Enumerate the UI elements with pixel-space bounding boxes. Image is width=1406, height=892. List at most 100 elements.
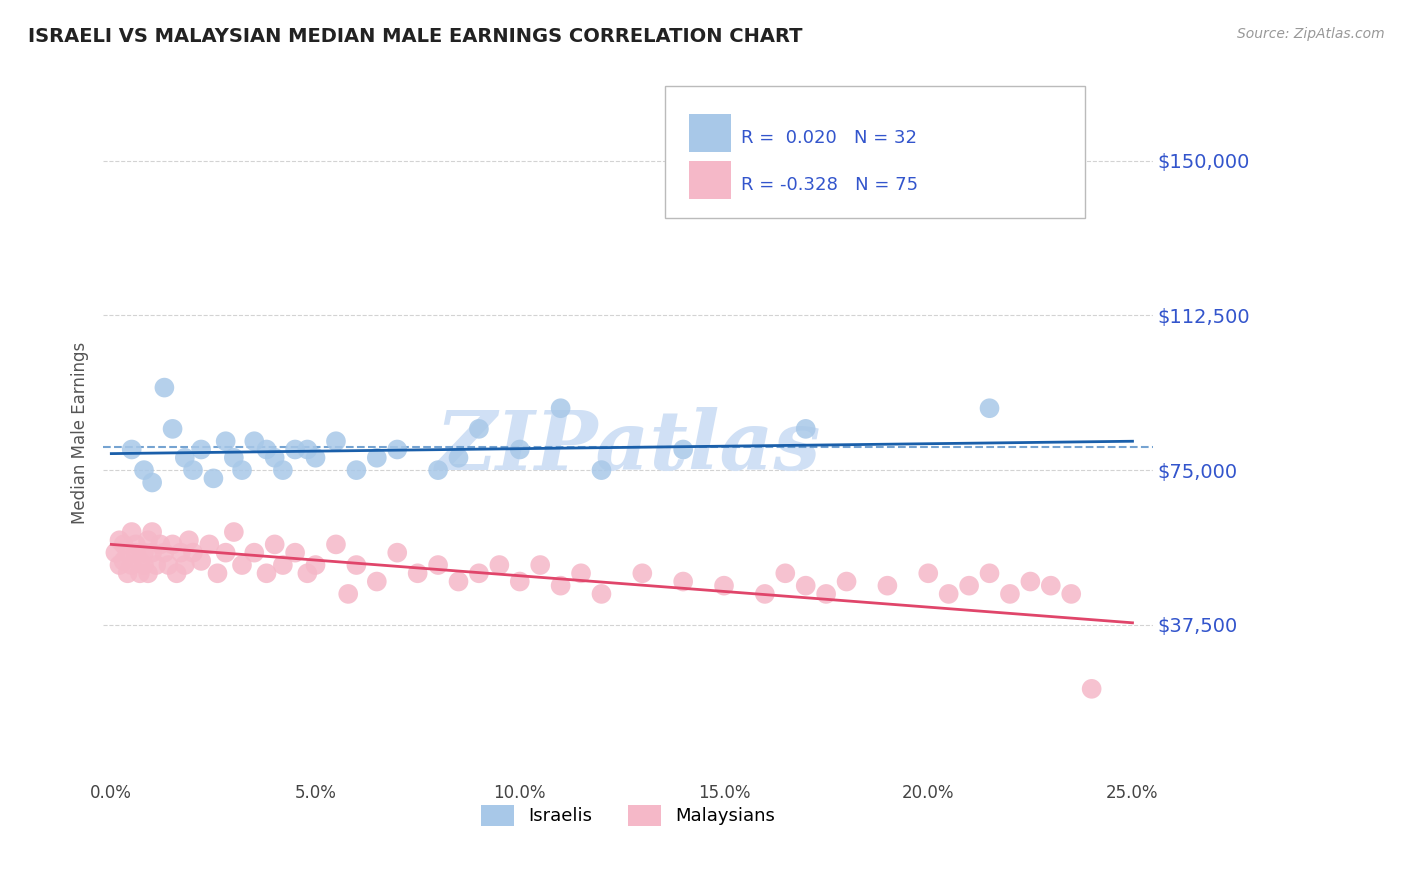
Point	[271, 558, 294, 572]
Point	[170, 546, 193, 560]
Point	[128, 554, 150, 568]
Point	[938, 587, 960, 601]
Point	[304, 558, 326, 572]
Point	[173, 558, 195, 572]
Point	[108, 558, 131, 572]
Point	[794, 422, 817, 436]
Point	[263, 450, 285, 465]
Point	[153, 381, 176, 395]
Point	[775, 566, 797, 581]
FancyBboxPatch shape	[689, 161, 731, 199]
Legend: Israelis, Malaysians: Israelis, Malaysians	[474, 797, 782, 833]
Point	[162, 422, 184, 436]
Point	[979, 401, 1001, 416]
Point	[145, 558, 167, 572]
Point	[917, 566, 939, 581]
Point	[231, 558, 253, 572]
Point	[121, 524, 143, 539]
Point	[243, 434, 266, 449]
Point	[128, 566, 150, 581]
Point	[1080, 681, 1102, 696]
Point	[406, 566, 429, 581]
Point	[672, 442, 695, 457]
Point	[297, 442, 319, 457]
Point	[325, 434, 347, 449]
Point	[1060, 587, 1083, 601]
Point	[468, 566, 491, 581]
Point	[121, 558, 143, 572]
Y-axis label: Median Male Earnings: Median Male Earnings	[72, 342, 89, 524]
FancyBboxPatch shape	[689, 114, 731, 153]
Point	[344, 463, 367, 477]
Point	[366, 574, 388, 589]
Point	[112, 554, 135, 568]
Point	[108, 533, 131, 548]
Point	[509, 442, 531, 457]
Text: Source: ZipAtlas.com: Source: ZipAtlas.com	[1237, 27, 1385, 41]
Point	[141, 546, 163, 560]
Point	[215, 546, 238, 560]
Point	[256, 566, 278, 581]
Point	[121, 442, 143, 457]
Point	[387, 546, 409, 560]
Point	[112, 537, 135, 551]
Text: R = -0.328   N = 75: R = -0.328 N = 75	[741, 177, 918, 194]
Point	[125, 546, 148, 560]
Point	[529, 558, 551, 572]
Point	[366, 450, 388, 465]
Point	[271, 463, 294, 477]
Point	[215, 434, 238, 449]
Point	[876, 579, 898, 593]
Point	[231, 463, 253, 477]
Point	[263, 537, 285, 551]
Point	[141, 475, 163, 490]
Point	[284, 546, 307, 560]
Point	[166, 566, 188, 581]
Point	[815, 587, 838, 601]
Point	[569, 566, 592, 581]
Point	[222, 450, 245, 465]
Point	[509, 574, 531, 589]
Point	[117, 546, 139, 560]
Point	[136, 533, 159, 548]
Point	[1019, 574, 1042, 589]
Point	[181, 546, 204, 560]
Point	[190, 442, 212, 457]
Point	[835, 574, 858, 589]
Point	[488, 558, 510, 572]
Point	[207, 566, 229, 581]
Point	[149, 537, 172, 551]
Point	[190, 554, 212, 568]
Point	[284, 442, 307, 457]
Point	[153, 546, 176, 560]
Point	[337, 587, 360, 601]
Point	[754, 587, 776, 601]
Point	[591, 463, 613, 477]
FancyBboxPatch shape	[665, 87, 1084, 218]
Point	[344, 558, 367, 572]
Point	[297, 566, 319, 581]
Point	[550, 401, 572, 416]
Point	[447, 574, 470, 589]
Point	[550, 579, 572, 593]
Point	[177, 533, 200, 548]
Text: R =  0.020   N = 32: R = 0.020 N = 32	[741, 129, 917, 147]
Text: ZIPatlas: ZIPatlas	[436, 407, 821, 487]
Point	[136, 566, 159, 581]
Point	[631, 566, 654, 581]
Point	[202, 471, 225, 485]
Point	[325, 537, 347, 551]
Point	[468, 422, 491, 436]
Point	[104, 546, 127, 560]
Point	[1039, 579, 1062, 593]
Point	[132, 463, 155, 477]
Point	[132, 546, 155, 560]
Point	[125, 537, 148, 551]
Point	[141, 524, 163, 539]
Point	[672, 574, 695, 589]
Point	[427, 558, 450, 572]
Point	[427, 463, 450, 477]
Point	[132, 558, 155, 572]
Point	[162, 537, 184, 551]
Point	[117, 566, 139, 581]
